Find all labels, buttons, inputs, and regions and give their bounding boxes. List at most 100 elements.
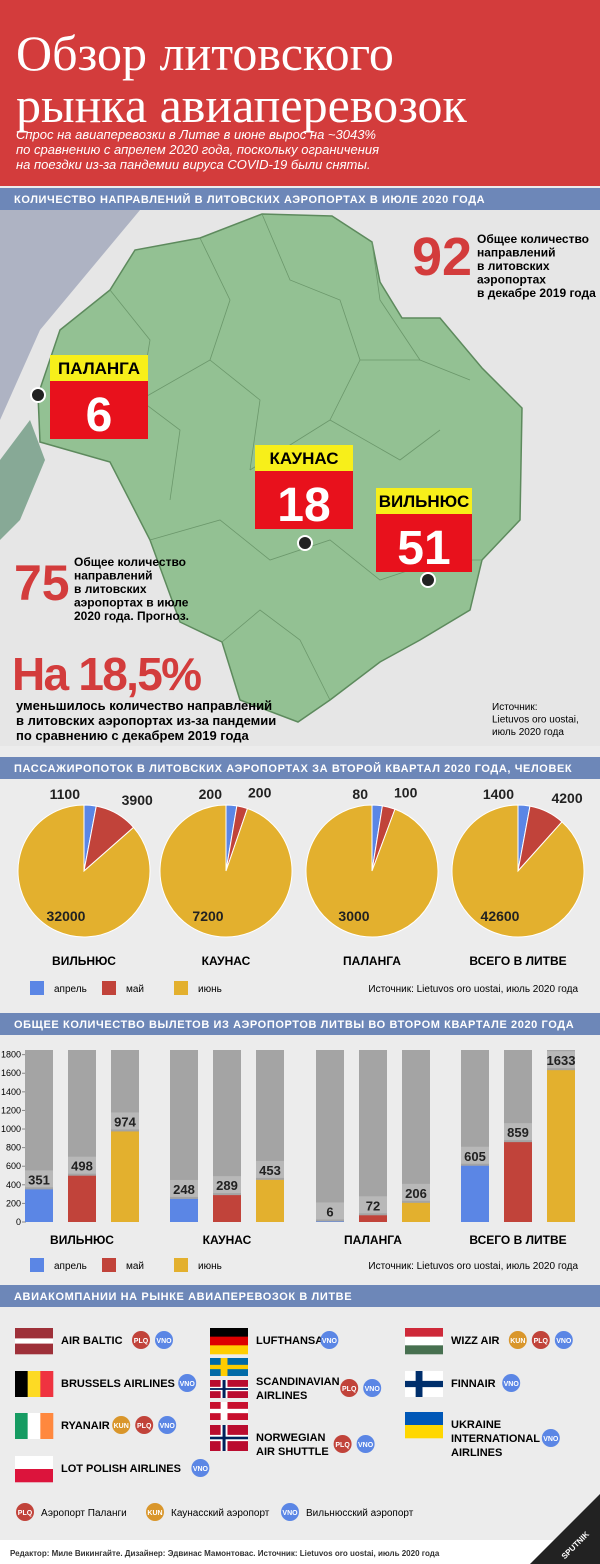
bar-bg [359,1050,387,1222]
section-title: ПАССАЖИРОПОТОК В ЛИТОВСКИХ АЭРОПОРТАХ ЗА… [14,762,572,775]
airport-badge [132,1331,150,1349]
airport-badge [16,1503,34,1521]
legend-label: Каунасский аэропорт [171,1508,270,1519]
section-bar [0,188,600,210]
airport-badge [191,1459,210,1477]
flag-cross [210,1364,248,1370]
airport-badge [502,1374,521,1392]
coast [0,420,45,540]
bar-bg [213,1050,241,1222]
pie-slice [305,804,439,938]
y-tick-label: 200 [6,1198,21,1208]
airport-badge-label: PLQ [134,1338,149,1345]
flag-stripe [405,1412,443,1426]
airport-value: 18 [277,479,330,532]
legend-swatch [102,981,116,995]
flag-stripe [15,1348,53,1355]
label-value-bg [376,514,472,572]
airport-badge-label: VNO [180,1381,196,1388]
bar-label-bg [359,1196,387,1214]
flag-stripe [15,1343,53,1350]
airport-badge [340,1379,359,1397]
header-bg [0,0,600,186]
airline-name: AIR BALTIC [61,1335,123,1347]
stat-text: аэропортах [477,273,546,287]
stat-text: направлений [74,569,153,583]
legend-label: апрель [54,1261,87,1272]
airport-badge-label: PLQ [18,1510,33,1517]
pie-category-label: ПАЛАНГА [343,954,401,968]
bar-label-bg [504,1123,532,1141]
flag-stripe [15,1413,28,1439]
stat-value: 92 [412,227,472,287]
flag-cross [210,1436,248,1440]
legend-swatch [102,1258,116,1272]
flag-cross [220,1402,228,1420]
pie-value-label: 80 [352,786,368,802]
airport-badge-label: PLQ [534,1338,549,1345]
flag-stripe [40,1413,54,1439]
subtitle: на поездки из-за пандемии вируса COVID-1… [16,157,371,172]
legend-swatch [174,981,188,995]
airport-badge-label: VNO [160,1423,176,1430]
stat-value: На 18,5% [12,648,202,700]
stat-text: в литовских аэропортах из-за пандемии [16,713,276,728]
stat-text: уменьшилось количество направлений [16,698,272,713]
subtitle: Спрос на авиаперевозки в Литве в июне вы… [16,127,376,142]
logo-bg [530,1494,600,1564]
flag-stripe [27,1413,41,1439]
pie-value-label: 1100 [50,786,81,802]
bar-label-bg [68,1156,96,1174]
y-tick-label: 1000 [1,1124,21,1134]
flag-stripe [405,1328,443,1337]
bar [111,1131,139,1222]
section-title: ОБЩЕЕ КОЛИЧЕСТВО ВЫЛЕТОВ ИЗ АЭРОПОРТОВ Л… [14,1019,574,1031]
pie-value-label: 42600 [481,908,520,924]
airport-dot [420,572,436,588]
flag-cross [210,1388,248,1390]
airport-badge [146,1503,164,1521]
pie-value-label: 100 [394,784,418,800]
airport-name: ПАЛАНГА [58,359,140,378]
flag-cross [405,1380,443,1388]
stat-text: в декабре 2019 года [477,286,596,300]
airline-name: NORWEGIAN [256,1432,326,1444]
airline-name: BRUSSELS AIRLINES [61,1378,175,1390]
section-title: АВИАКОМПАНИИ НА РЫНКЕ АВИАПЕРЕВОЗОК В ЛИ… [14,1291,352,1303]
bar-label-bg [402,1183,430,1201]
legend-label: май [126,984,144,995]
airport-badge-label: KUN [147,1510,162,1517]
airport-badge-label: KUN [114,1423,129,1430]
flag-stripe [15,1333,53,1339]
bar [547,1070,575,1222]
airport-badge [320,1331,339,1349]
y-tick-label: 1600 [1,1068,21,1078]
airline-name: RYANAIR [61,1420,110,1432]
flag-cross [415,1371,423,1397]
bar [213,1195,241,1222]
bar-value-label: 498 [71,1159,93,1174]
bar-value-label: 453 [259,1163,281,1178]
airport-badge [508,1331,527,1349]
flag-stripe [405,1345,443,1355]
stat-text: в литовских [74,582,147,596]
pie-value-label: 32000 [47,908,86,924]
airport-badge [112,1416,131,1434]
title: рынка авиаперевозок [16,77,468,133]
airline-name: LOT POLISH AIRLINES [61,1463,181,1475]
stat-text: по сравнению с декабрем 2019 года [16,728,250,743]
section-bar [0,1285,600,1307]
bar [256,1179,284,1222]
stat-text: Общее количество [477,232,589,246]
pie-value-label: 200 [248,784,272,800]
airport-badge-label: PLQ [342,1386,357,1393]
source: Источник: Lietuvos oro uostai, июль 2020… [368,1261,578,1272]
y-tick-label: 600 [6,1161,21,1171]
airport-badge [363,1379,382,1397]
x-tick-label: ПАЛАНГА [344,1233,402,1247]
airport-badge-label: VNO [543,1436,559,1443]
airline-name: UKRAINE [451,1419,501,1431]
flag-stripe [405,1425,443,1439]
bar [504,1142,532,1222]
bar-value-label: 351 [28,1172,50,1187]
